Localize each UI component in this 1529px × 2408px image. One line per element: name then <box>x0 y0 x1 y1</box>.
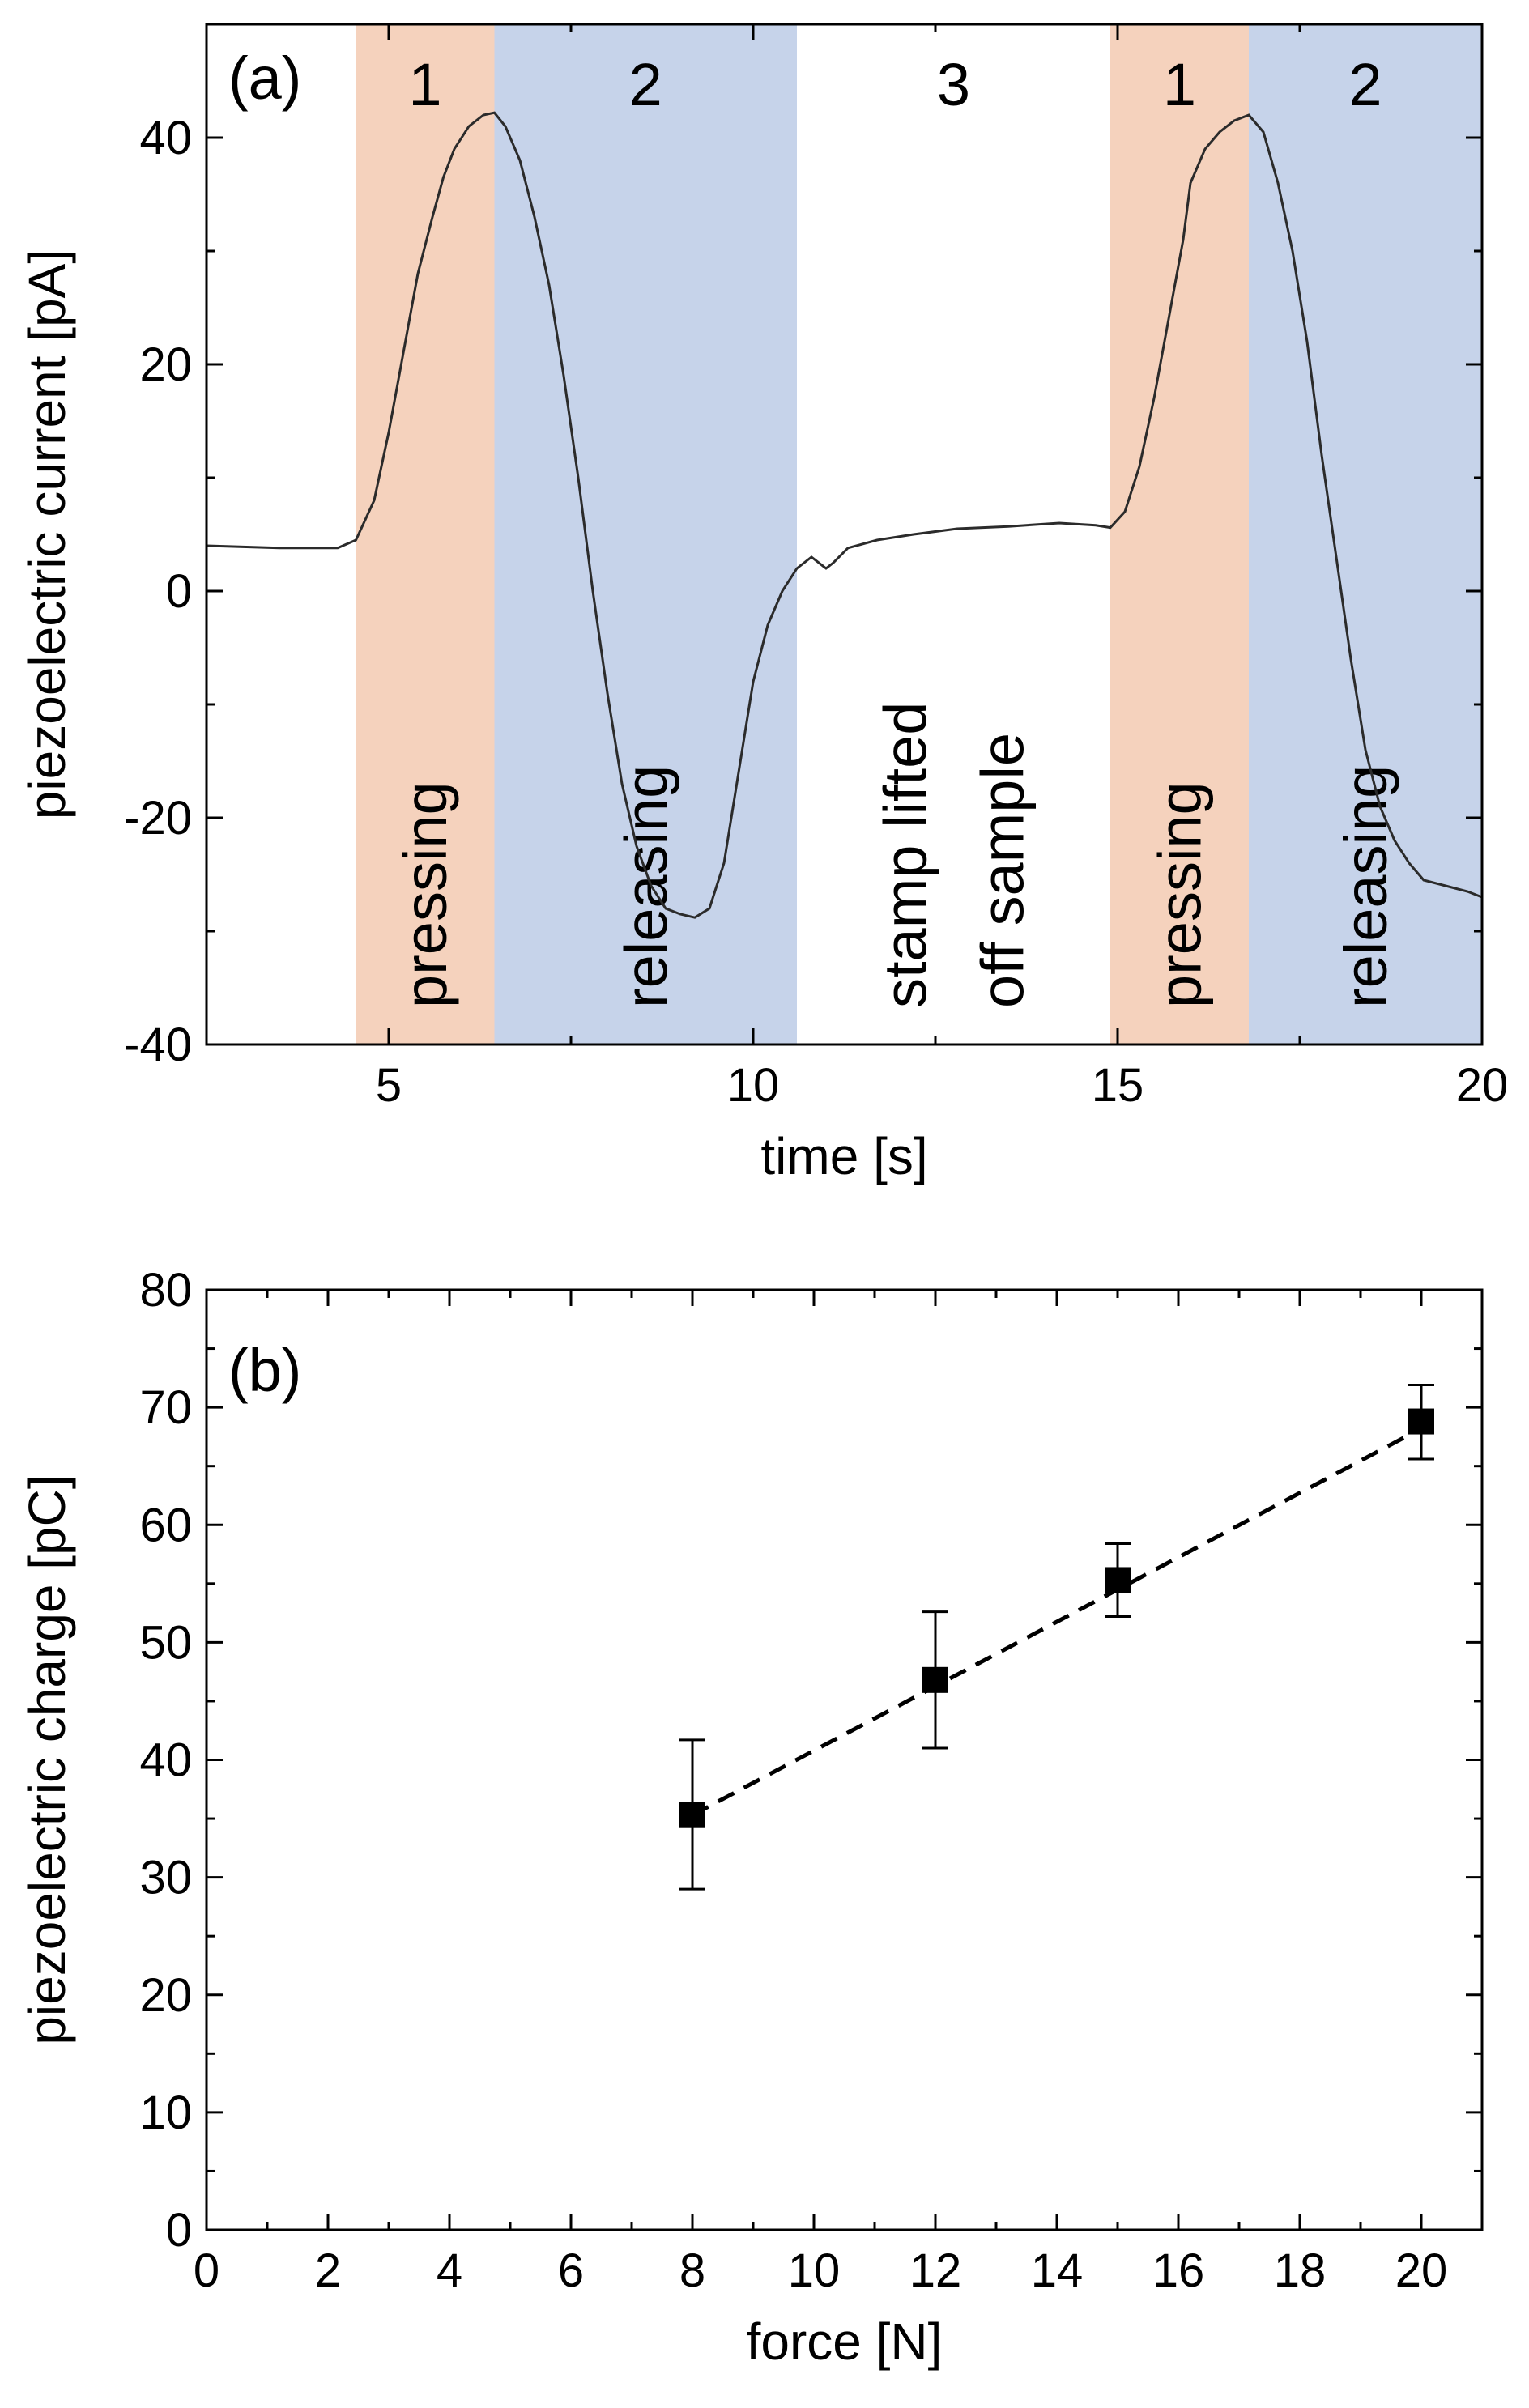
x-tick-label-b: 4 <box>437 2244 462 2297</box>
x-tick-label-a: 20 <box>1456 1059 1509 1112</box>
data-point-marker <box>922 1666 948 1693</box>
x-tick-label-b: 8 <box>679 2244 705 2297</box>
region-annotation-releasing: releasing <box>1332 765 1399 1008</box>
x-tick-label-b: 0 <box>194 2244 219 2297</box>
y-tick-label-a: 20 <box>139 338 192 391</box>
region-band-pressing <box>1110 24 1249 1044</box>
plot-frame-b <box>205 1288 1484 2231</box>
data-point-marker <box>1408 1408 1434 1435</box>
linear-fit-dashed-line <box>691 1427 1423 1817</box>
x-tick-label-b: 2 <box>315 2244 341 2297</box>
panel-label-b: (b) <box>228 1337 301 1404</box>
x-tick-label-b: 10 <box>788 2244 841 2297</box>
x-tick-label-b: 14 <box>1031 2244 1084 2297</box>
region-bands <box>356 24 1482 1044</box>
region-number-label: 2 <box>1348 51 1382 118</box>
region-band-releasing <box>494 24 797 1044</box>
region-number-label: 1 <box>408 51 441 118</box>
current-trace-line <box>206 111 1483 919</box>
x-tick-label-b: 18 <box>1274 2244 1327 2297</box>
y-axis-ticks-a: -40 -20 0 20 40 <box>124 23 1482 1071</box>
x-tick-label-b: 6 <box>558 2244 584 2297</box>
y-tick-label-b: 0 <box>166 2204 192 2257</box>
x-axis-title-a: time [s] <box>760 1127 927 1185</box>
x-tick-label-a: 15 <box>1092 1059 1144 1112</box>
region-annotation-none: stamp lifted <box>872 702 939 1008</box>
panel-label-a: (a) <box>228 45 301 112</box>
y-tick-label-a: -40 <box>124 1019 192 1071</box>
x-tick-label-b: 16 <box>1152 2244 1205 2297</box>
y-tick-label-a: 40 <box>139 112 192 164</box>
region-number-label: 2 <box>629 51 662 118</box>
region-number-labels: 1 2 3 1 2 <box>408 51 1382 118</box>
y-tick-label-b: 50 <box>139 1616 192 1669</box>
x-axis-ticks-b: 0 2 4 6 8 10 12 14 16 18 20 <box>194 1290 1484 2297</box>
region-annotation-pressing: pressing <box>392 781 459 1008</box>
y-axis-title-b: piezoelectric charge [pC] <box>18 1474 76 2044</box>
data-point-marker <box>1105 1567 1131 1593</box>
y-axis-ticks-b: 0 10 20 30 40 50 60 70 80 <box>139 1264 1482 2257</box>
region-annotation-releasing: releasing <box>612 765 679 1008</box>
x-tick-label-b: 12 <box>909 2244 962 2297</box>
x-tick-label-b: 20 <box>1395 2244 1448 2297</box>
data-points <box>679 1408 1434 1828</box>
x-axis-ticks-a: 5 10 15 20 <box>205 24 1509 1112</box>
region-annotation-none: off sample <box>969 733 1037 1008</box>
y-tick-label-a: -20 <box>124 792 192 845</box>
x-axis-title-b: force [N] <box>747 2312 943 2371</box>
x-tick-label-a: 10 <box>727 1059 780 1112</box>
y-tick-label-b: 40 <box>139 1734 192 1787</box>
y-tick-label-b: 60 <box>139 1499 192 1551</box>
y-tick-label-a: 0 <box>166 565 192 618</box>
region-band-pressing <box>356 24 495 1044</box>
region-band-releasing <box>1249 24 1482 1044</box>
region-annotation-pressing: pressing <box>1147 781 1214 1008</box>
y-tick-label-b: 70 <box>139 1381 192 1434</box>
region-annotations: pressing releasing stamp lifted off sample p… <box>392 702 1399 1008</box>
plot-frame-a <box>205 23 1484 1046</box>
y-tick-label-b: 20 <box>139 1969 192 2022</box>
region-number-label: 3 <box>937 51 970 118</box>
region-number-label: 1 <box>1163 51 1196 118</box>
y-tick-label-b: 30 <box>139 1852 192 1904</box>
y-axis-title-a: piezoelectric current [pA] <box>18 249 76 819</box>
data-point-marker <box>679 1802 705 1828</box>
error-bars <box>679 1384 1434 1891</box>
y-tick-label-b: 80 <box>139 1264 192 1317</box>
y-tick-label-b: 10 <box>139 2087 192 2139</box>
chart-panel-a: 1 2 3 1 2 pressing releasing stamp lifted off s… <box>18 23 1509 1185</box>
x-tick-label-a: 5 <box>376 1059 402 1112</box>
